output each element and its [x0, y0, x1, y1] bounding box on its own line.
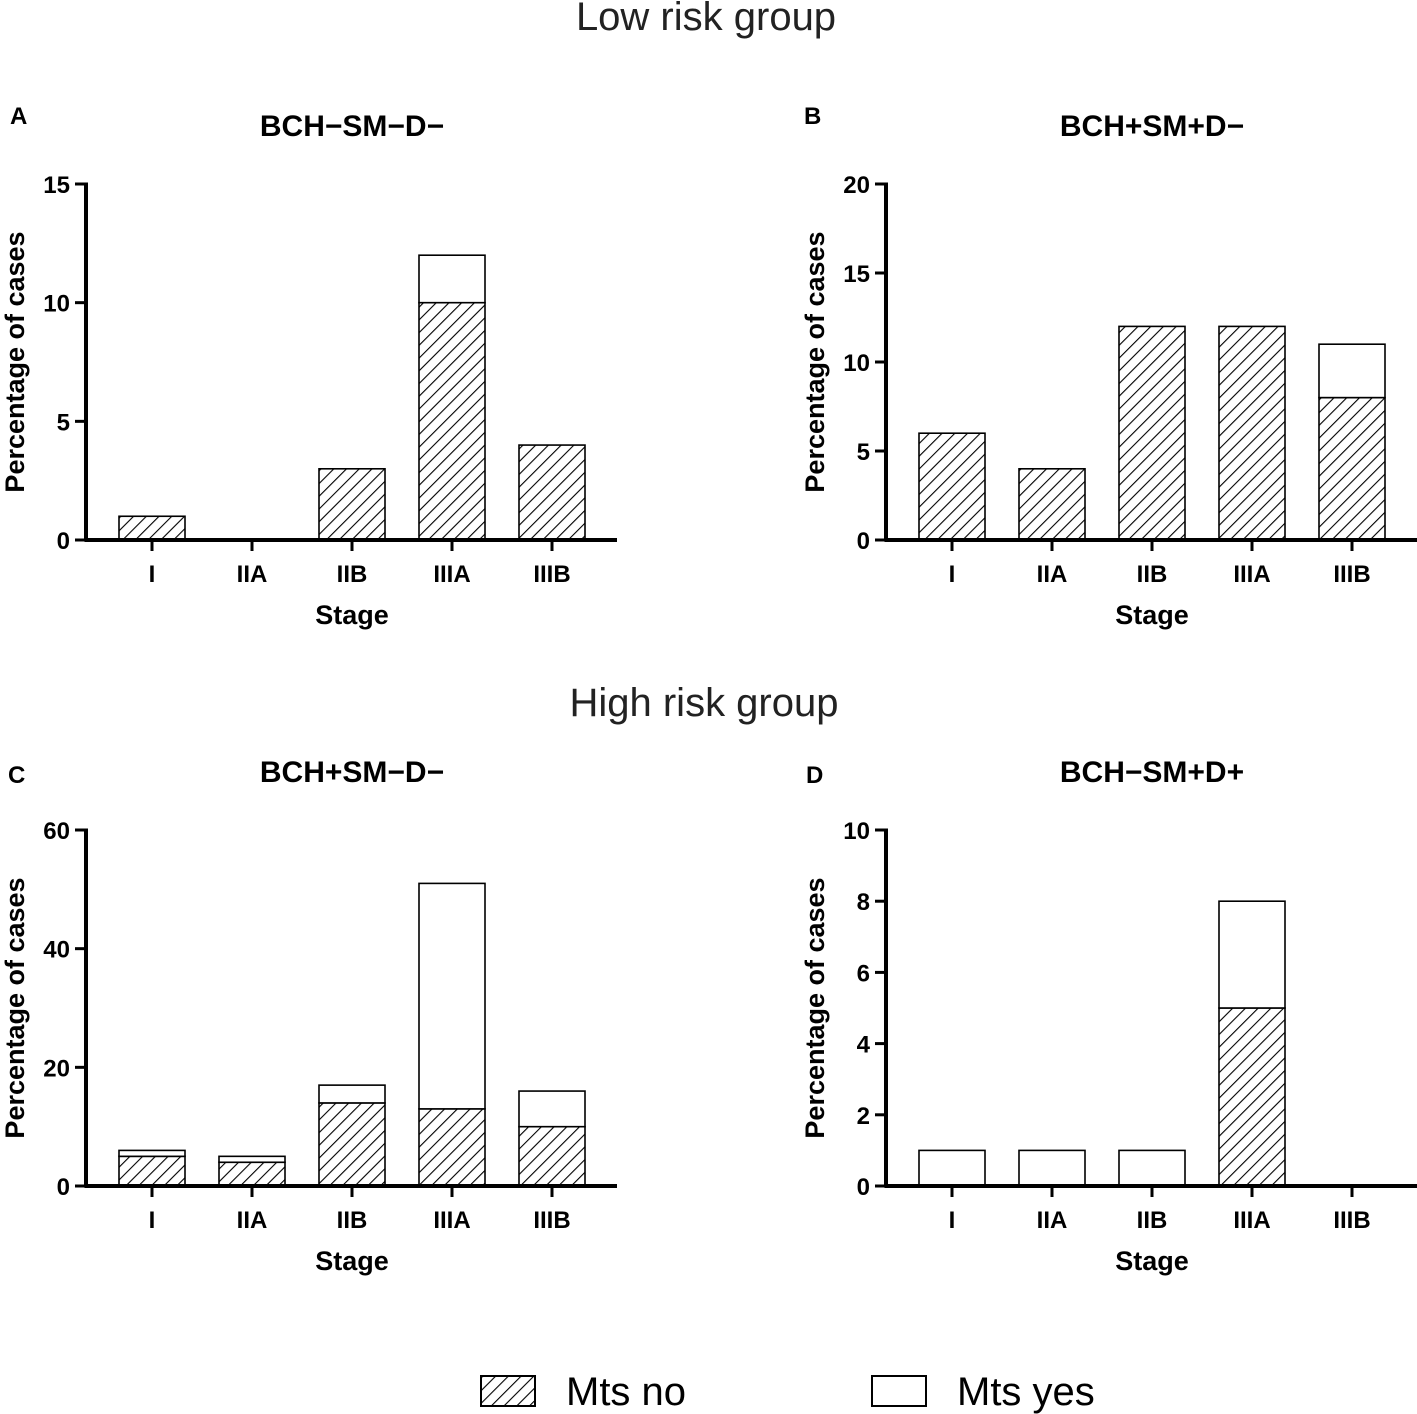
chart-b-bar-iiib-mts-no	[1318, 396, 1386, 541]
chart-c-x-tick-label: I	[149, 1207, 156, 1234]
legend-label-mts-yes: Mts yes	[957, 1370, 1095, 1414]
chart-b-x-tick-label: IIIB	[1333, 561, 1370, 588]
chart-c-x-tick-label: IIIB	[533, 1207, 570, 1234]
chart-panel-c: C BCH+SM−D−I IIA IIB IIIA IIIB0204060StagePer…	[0, 756, 617, 1276]
legend-label-mts-no: Mts no	[566, 1370, 686, 1414]
chart-c-bar-iiib-mts-no	[518, 1125, 586, 1187]
chart-c-title: BCH+SM−D−	[260, 756, 444, 789]
legend-swatch-mts-yes	[871, 1375, 927, 1407]
legend-swatch-mts-no	[480, 1375, 536, 1407]
group-title-high-risk: High risk group	[569, 681, 838, 725]
chart-panel-b: B BCH+SM+D−I IIA IIB IIIA IIIB05101520StagePe…	[800, 103, 1417, 630]
chart-c-bar-i-mts-yes	[118, 1149, 186, 1158]
chart-c-y-tick-label: 20	[43, 1055, 70, 1082]
chart-a-y-tick-label: 10	[43, 291, 70, 318]
chart-d-x-tick-label: IIB	[1137, 1207, 1168, 1234]
chart-a-x-tick-label: IIA	[237, 561, 268, 588]
chart-c-bar-iib-mts-yes	[318, 1084, 386, 1104]
chart-c-bar-iia-mts-yes	[218, 1155, 286, 1164]
chart-c-x-tick-label: IIA	[237, 1207, 268, 1234]
chart-b-y-tick-label: 10	[843, 350, 870, 377]
chart-b-x-tick-label: IIB	[1137, 561, 1168, 588]
chart-b-y-tick-label: 20	[843, 172, 870, 199]
legend: Mts no Mts yes	[480, 1370, 1095, 1414]
chart-d-y-tick-label: 8	[857, 889, 870, 916]
chart-b-panel-letter: B	[804, 103, 821, 130]
chart-a-x-tick-label: IIIB	[533, 561, 570, 588]
chart-a-x-tick-label: IIIA	[433, 561, 470, 588]
chart-c-bar-iia-mts-no	[218, 1161, 286, 1187]
chart-d-x-tick-label: IIIB	[1333, 1207, 1370, 1234]
chart-c-y-tick-label: 40	[43, 937, 70, 964]
chart-b-x-tick-label: I	[949, 561, 956, 588]
chart-a-x-tick-label: I	[149, 561, 156, 588]
chart-d-bar-iia-mts-yes	[1018, 1149, 1086, 1187]
chart-b-x-tick-label: IIIA	[1233, 561, 1270, 588]
chart-a-bar-i-mts-no	[118, 515, 186, 541]
chart-b-bar-iiib-mts-yes	[1318, 343, 1386, 399]
chart-a-y-tick-label: 15	[43, 172, 70, 199]
chart-a-y-tick-label: 5	[57, 409, 70, 436]
chart-panel-d: D BCH−SM+D+I IIA IIB IIIA IIIB0246810StagePer…	[800, 756, 1417, 1276]
chart-c-panel-letter: C	[8, 762, 25, 789]
chart-b-bar-iia-mts-no	[1018, 467, 1086, 541]
chart-c-bar-iib-mts-no	[318, 1102, 386, 1187]
chart-b-x-axis-label: Stage	[1115, 600, 1189, 630]
chart-d-x-tick-label: IIIA	[1233, 1207, 1270, 1234]
chart-c-y-tick-label: 60	[43, 818, 70, 845]
chart-a-panel-letter: A	[10, 103, 27, 130]
chart-d-x-axis-label: Stage	[1115, 1246, 1189, 1276]
chart-a-bar-iiib-mts-no	[518, 444, 586, 541]
chart-c-bar-iiia-mts-yes	[418, 882, 486, 1110]
chart-b-bar-iiia-mts-no	[1218, 325, 1286, 541]
chart-d-x-tick-label: I	[949, 1207, 956, 1234]
chart-b-y-axis-label: Percentage of cases	[800, 231, 830, 492]
chart-d-y-tick-label: 2	[857, 1103, 870, 1130]
chart-d-bar-iiia-mts-yes	[1218, 900, 1286, 1009]
chart-b-x-tick-label: IIA	[1037, 561, 1068, 588]
chart-d-y-axis-label: Percentage of cases	[800, 877, 830, 1138]
chart-c-y-tick-label: 0	[57, 1174, 70, 1201]
chart-c-x-tick-label: IIIA	[433, 1207, 470, 1234]
chart-d-bar-iiia-mts-no	[1218, 1007, 1286, 1187]
chart-d-y-tick-label: 4	[857, 1032, 871, 1059]
chart-b-y-tick-label: 15	[843, 261, 870, 288]
chart-b-bar-i-mts-no	[918, 432, 986, 541]
chart-a-x-axis-label: Stage	[315, 600, 389, 630]
chart-b-title: BCH+SM+D−	[1060, 110, 1244, 143]
chart-c-y-axis-label: Percentage of cases	[0, 877, 30, 1138]
chart-a-bar-iib-mts-no	[318, 467, 386, 541]
chart-a-bar-iiia-mts-yes	[418, 254, 486, 304]
chart-a-title: BCH−SM−D−	[260, 110, 444, 143]
chart-d-y-tick-label: 0	[857, 1174, 870, 1201]
chart-d-title: BCH−SM+D+	[1060, 756, 1244, 789]
chart-d-panel-letter: D	[806, 762, 823, 789]
chart-a-bar-iiia-mts-no	[418, 301, 486, 541]
chart-d-y-tick-label: 6	[857, 960, 870, 987]
chart-d-x-tick-label: IIA	[1037, 1207, 1068, 1234]
chart-b-y-tick-label: 5	[857, 439, 870, 466]
chart-a-y-axis-label: Percentage of cases	[0, 231, 30, 492]
chart-d-bar-i-mts-yes	[918, 1149, 986, 1187]
chart-c-bar-iiib-mts-yes	[518, 1090, 586, 1128]
chart-a-y-tick-label: 0	[57, 528, 70, 555]
chart-c-x-tick-label: IIB	[337, 1207, 368, 1234]
chart-a-x-tick-label: IIB	[337, 561, 368, 588]
group-title-low-risk: Low risk group	[576, 0, 836, 39]
chart-b-y-tick-label: 0	[857, 528, 870, 555]
chart-d-y-tick-label: 10	[843, 818, 870, 845]
chart-panel-a: A BCH−SM−D−I IIA IIB IIIA IIIB051015StagePerc…	[0, 103, 617, 630]
chart-c-bar-i-mts-no	[118, 1155, 186, 1187]
chart-d-bar-iib-mts-yes	[1118, 1149, 1186, 1187]
chart-b-bar-iib-mts-no	[1118, 325, 1186, 541]
chart-c-bar-iiia-mts-no	[418, 1108, 486, 1187]
chart-c-x-axis-label: Stage	[315, 1246, 389, 1276]
